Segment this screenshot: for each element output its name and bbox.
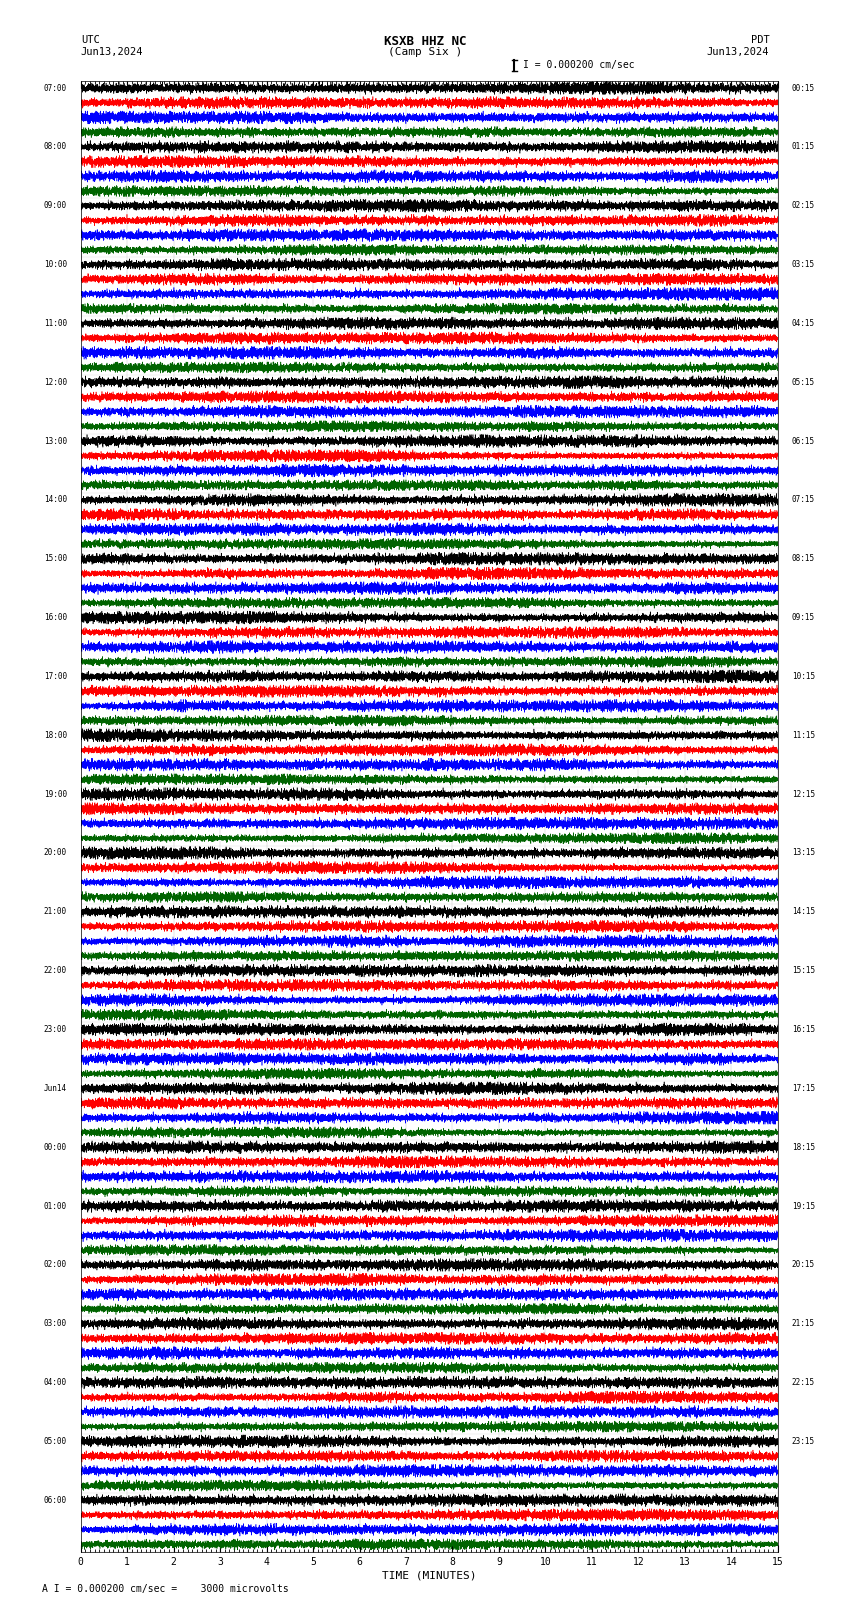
Text: 10:00: 10:00 — [43, 260, 67, 269]
Text: 23:15: 23:15 — [791, 1437, 815, 1445]
Text: UTC: UTC — [81, 35, 99, 45]
Text: 17:00: 17:00 — [43, 673, 67, 681]
Text: 02:00: 02:00 — [43, 1260, 67, 1269]
Text: 15:00: 15:00 — [43, 555, 67, 563]
Text: 13:15: 13:15 — [791, 848, 815, 858]
Text: 20:15: 20:15 — [791, 1260, 815, 1269]
Text: 16:00: 16:00 — [43, 613, 67, 623]
Text: 15:15: 15:15 — [791, 966, 815, 976]
Text: 00:15: 00:15 — [791, 84, 815, 92]
Text: 12:15: 12:15 — [791, 790, 815, 798]
Text: 11:00: 11:00 — [43, 319, 67, 327]
Text: 09:15: 09:15 — [791, 613, 815, 623]
Text: 10:15: 10:15 — [791, 673, 815, 681]
Text: 07:00: 07:00 — [43, 84, 67, 92]
Text: 14:00: 14:00 — [43, 495, 67, 505]
Text: KSXB HHZ NC: KSXB HHZ NC — [383, 35, 467, 48]
Text: 11:15: 11:15 — [791, 731, 815, 740]
Text: PDT: PDT — [751, 35, 769, 45]
Text: 12:00: 12:00 — [43, 377, 67, 387]
Text: 21:15: 21:15 — [791, 1319, 815, 1327]
Text: 02:15: 02:15 — [791, 202, 815, 210]
Text: 08:00: 08:00 — [43, 142, 67, 152]
Text: 19:15: 19:15 — [791, 1202, 815, 1210]
Text: 04:15: 04:15 — [791, 319, 815, 327]
Text: 19:00: 19:00 — [43, 790, 67, 798]
Text: 22:00: 22:00 — [43, 966, 67, 976]
Text: A I = 0.000200 cm/sec =    3000 microvolts: A I = 0.000200 cm/sec = 3000 microvolts — [42, 1584, 289, 1594]
Text: 13:00: 13:00 — [43, 437, 67, 445]
Text: 07:15: 07:15 — [791, 495, 815, 505]
Text: 05:15: 05:15 — [791, 377, 815, 387]
Text: 06:00: 06:00 — [43, 1495, 67, 1505]
Text: 17:15: 17:15 — [791, 1084, 815, 1094]
Text: 16:15: 16:15 — [791, 1024, 815, 1034]
Text: 01:00: 01:00 — [43, 1202, 67, 1210]
Text: 21:00: 21:00 — [43, 907, 67, 916]
Text: 09:00: 09:00 — [43, 202, 67, 210]
Text: 01:15: 01:15 — [791, 142, 815, 152]
Text: (Camp Six ): (Camp Six ) — [388, 47, 462, 56]
Text: 20:00: 20:00 — [43, 848, 67, 858]
Text: 06:15: 06:15 — [791, 437, 815, 445]
Text: 22:15: 22:15 — [791, 1378, 815, 1387]
Text: Jun13,2024: Jun13,2024 — [706, 47, 769, 56]
Text: 05:00: 05:00 — [43, 1437, 67, 1445]
Text: Jun13,2024: Jun13,2024 — [81, 47, 144, 56]
Text: 08:15: 08:15 — [791, 555, 815, 563]
Text: Jun14: Jun14 — [43, 1084, 67, 1094]
Text: 18:15: 18:15 — [791, 1142, 815, 1152]
Text: I = 0.000200 cm/sec: I = 0.000200 cm/sec — [523, 60, 634, 69]
Text: 04:00: 04:00 — [43, 1378, 67, 1387]
X-axis label: TIME (MINUTES): TIME (MINUTES) — [382, 1571, 477, 1581]
Text: 03:00: 03:00 — [43, 1319, 67, 1327]
Text: 18:00: 18:00 — [43, 731, 67, 740]
Text: 23:00: 23:00 — [43, 1024, 67, 1034]
Text: 00:00: 00:00 — [43, 1142, 67, 1152]
Text: 03:15: 03:15 — [791, 260, 815, 269]
Text: 14:15: 14:15 — [791, 907, 815, 916]
